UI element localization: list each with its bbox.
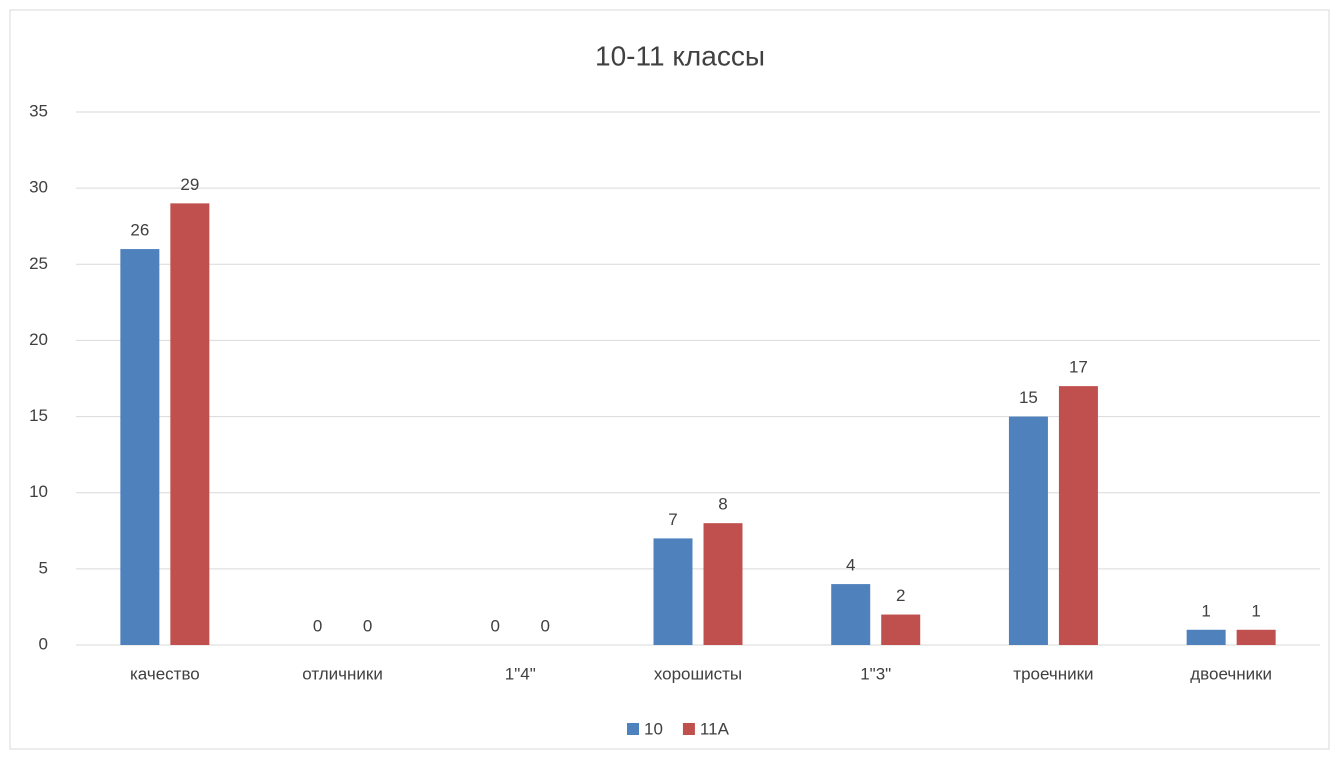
data-label: 0	[363, 616, 372, 635]
x-tick-label: качество	[130, 664, 200, 683]
y-tick-label: 15	[29, 406, 48, 425]
y-tick-label: 10	[29, 482, 48, 501]
chart-title: 10-11 классы	[595, 40, 765, 71]
bar	[170, 203, 210, 645]
data-label: 0	[313, 616, 322, 635]
data-label: 2	[896, 586, 905, 605]
x-tick-label: 1"4"	[505, 664, 536, 683]
legend-swatch	[682, 723, 695, 735]
data-label: 4	[846, 556, 855, 575]
legend-label: 11A	[700, 719, 730, 738]
data-label: 1	[1201, 601, 1210, 620]
data-label: 0	[541, 616, 550, 635]
bar	[881, 614, 921, 645]
legend-label: 10	[644, 719, 663, 738]
x-tick-label: хорошисты	[654, 664, 742, 683]
data-label: 15	[1019, 388, 1038, 407]
y-tick-label: 5	[39, 558, 48, 577]
data-label: 17	[1069, 358, 1088, 377]
bar	[120, 249, 160, 646]
y-tick-label: 30	[29, 178, 48, 197]
bar	[653, 538, 693, 645]
y-tick-label: 20	[29, 330, 48, 349]
data-label: 8	[718, 495, 727, 514]
y-tick-label: 35	[29, 101, 48, 120]
bar	[1008, 416, 1048, 645]
bar	[1186, 629, 1226, 645]
data-label: 26	[130, 221, 149, 240]
y-tick-label: 0	[39, 634, 48, 653]
legend-swatch	[627, 723, 639, 735]
data-label: 7	[668, 510, 677, 529]
bar	[1236, 629, 1276, 645]
x-tick-label: отличники	[302, 664, 383, 683]
bar	[831, 584, 871, 645]
data-label: 1	[1251, 601, 1260, 620]
x-tick-label: двоечники	[1190, 664, 1272, 683]
x-tick-label: 1"3"	[860, 664, 891, 683]
x-tick-label: троечники	[1013, 664, 1093, 683]
data-label: 0	[491, 616, 500, 635]
bar	[1058, 386, 1098, 645]
data-label: 29	[180, 175, 199, 194]
y-tick-label: 25	[29, 254, 48, 273]
bar	[703, 523, 743, 645]
